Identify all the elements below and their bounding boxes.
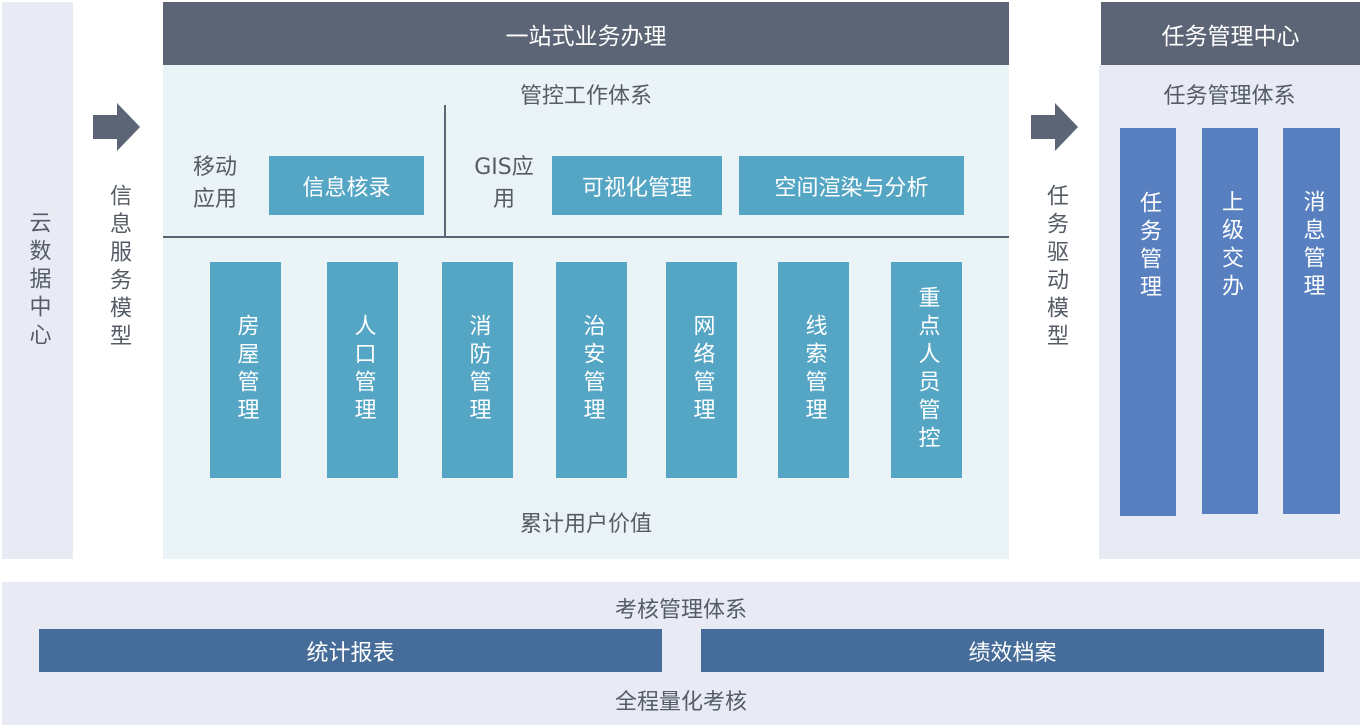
task-driven-model-label: 任务驱动模型 xyxy=(1043,183,1068,352)
full-assessment-label: 全程量化考核 xyxy=(614,690,747,715)
user-value-label: 累计用户价值 xyxy=(519,512,652,537)
gis-app-text: GIS应用 xyxy=(474,155,534,212)
module-network: 网络管理 xyxy=(666,262,737,478)
gis-app-label: GIS应用 xyxy=(474,152,534,216)
assessment-system-title: 考核管理体系 xyxy=(614,598,747,623)
module-key-persons: 重点人员管控 xyxy=(891,262,962,478)
arrow-right-icon xyxy=(1031,103,1078,151)
info-record-box: 信息核录 xyxy=(269,156,424,215)
control-system-title: 管控工作体系 xyxy=(519,84,652,109)
module-housing: 房屋管理 xyxy=(210,262,281,478)
statistics-report-bar: 统计报表 xyxy=(39,629,662,672)
divider xyxy=(444,105,446,238)
performance-archive-bar: 绩效档案 xyxy=(701,629,1324,672)
module-population: 人口管理 xyxy=(327,262,398,478)
spatial-render-box: 空间渲染与分析 xyxy=(739,156,964,215)
arrow-right-icon xyxy=(93,103,140,151)
module-clues: 线索管理 xyxy=(778,262,849,478)
column-assigned: 上级交办 xyxy=(1202,128,1258,514)
center-header: 一站式业务办理 xyxy=(163,2,1009,65)
info-service-model-label: 信息服务模型 xyxy=(106,183,131,352)
visual-management-box: 可视化管理 xyxy=(552,156,722,215)
column-message-management: 消息管理 xyxy=(1283,128,1340,514)
divider xyxy=(163,236,1009,238)
module-fire: 消防管理 xyxy=(442,262,513,478)
module-security: 治安管理 xyxy=(556,262,627,478)
mobile-app-label: 移动应用 xyxy=(192,155,237,212)
task-system-title: 任务管理体系 xyxy=(1163,84,1296,109)
right-header: 任务管理中心 xyxy=(1101,2,1360,65)
cloud-data-center: 云数据中心 xyxy=(2,2,73,559)
column-task-management: 任务管理 xyxy=(1120,128,1176,516)
